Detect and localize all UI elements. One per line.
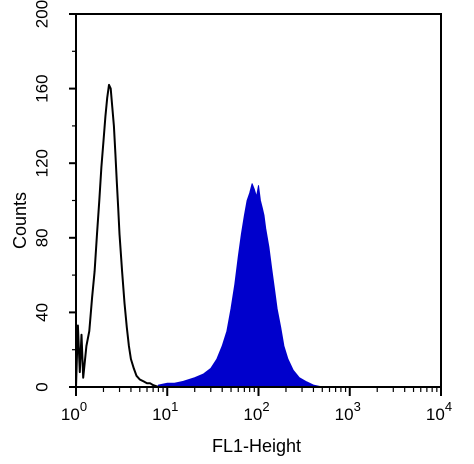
- x-tick-label: 101: [152, 399, 178, 424]
- y-axis-title: Counts: [10, 192, 30, 249]
- x-tick-label: 103: [335, 399, 361, 424]
- y-tick-label: 120: [33, 149, 52, 177]
- x-axis-title: FL1-Height: [212, 436, 301, 456]
- y-tick-label: 0: [33, 382, 52, 391]
- control-histogram: [75, 83, 159, 388]
- y-tick-label: 40: [33, 303, 52, 322]
- plot-marks: [75, 83, 323, 388]
- x-tick-label: 104: [426, 399, 452, 424]
- x-axis: 100 101 102 103 104: [61, 387, 452, 424]
- stained-histogram: [157, 183, 323, 388]
- y-axis: 0 40 80 120 160 200: [33, 0, 76, 392]
- y-tick-label: 160: [33, 74, 52, 102]
- y-tick-label: 80: [33, 228, 52, 247]
- x-tick-label: 102: [243, 399, 269, 424]
- x-tick-label: 100: [61, 399, 87, 424]
- y-tick-label: 200: [33, 0, 52, 28]
